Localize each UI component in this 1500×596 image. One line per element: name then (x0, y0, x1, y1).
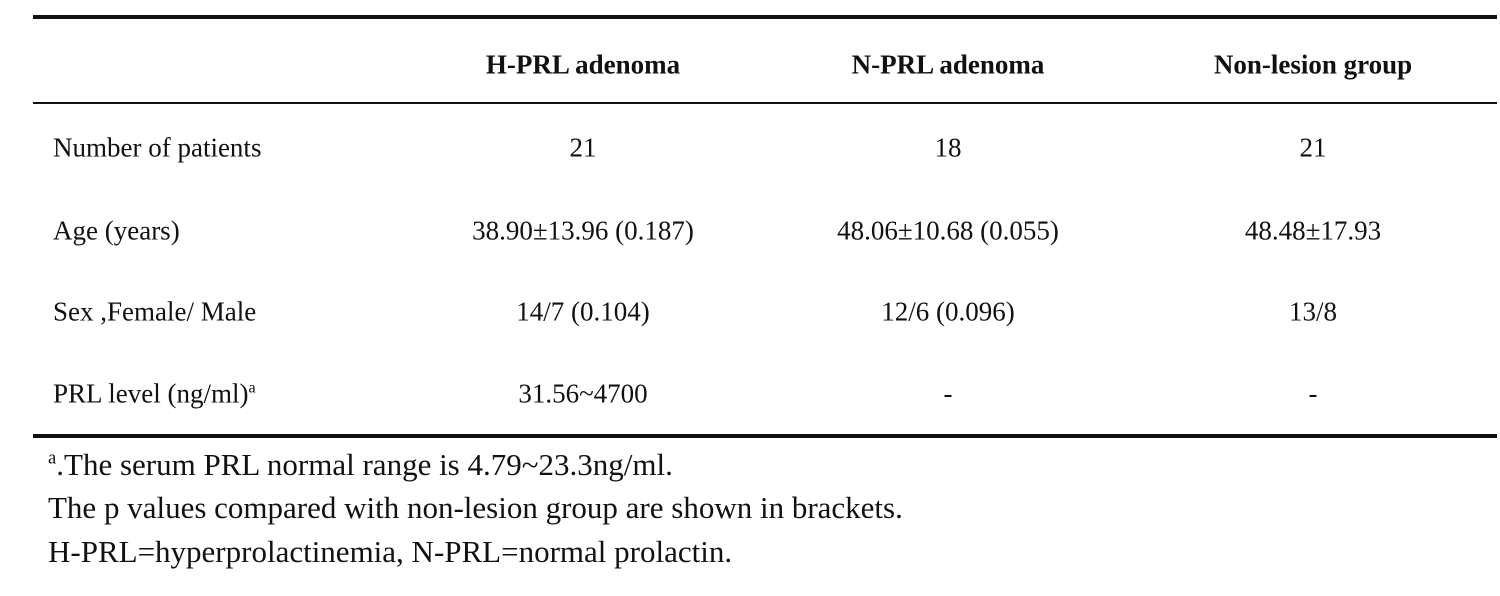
footnote: The p values compared with non-lesion gr… (48, 490, 903, 526)
footnote-superscript: a (48, 447, 57, 469)
footnote-text: The p values compared with non-lesion gr… (48, 490, 903, 525)
footnote-text: H-PRL=hyperprolactinemia, N-PRL=normal p… (48, 534, 733, 569)
table-cell: 21 (569, 132, 597, 163)
row-label-superscript: a (248, 378, 256, 397)
row-label: Age (years) (53, 216, 180, 247)
table-cell: 48.48±17.93 (1244, 215, 1382, 246)
row-label-text: PRL level (ng/ml) (53, 378, 249, 409)
row-label-text: Sex ,Female/ Male (53, 296, 257, 327)
table-cell: 13/8 (1288, 296, 1338, 327)
row-label: Sex ,Female/ Male (53, 297, 256, 328)
column-header: N-PRL adenoma (851, 49, 1045, 80)
table-cell: 18 (934, 132, 962, 163)
row-label-text: Number of patients (53, 132, 262, 163)
table-cell: 21 (1299, 132, 1327, 163)
header-rule (33, 102, 1497, 104)
top-rule (33, 15, 1497, 19)
bottom-rule (33, 434, 1497, 438)
column-header: Non-lesion group (1213, 49, 1413, 80)
table-cell: 12/6 (0.096) (881, 296, 1015, 327)
table-cell: 14/7 (0.104) (516, 296, 650, 327)
row-label: Number of patients (53, 133, 261, 164)
column-header: H-PRL adenoma (485, 49, 681, 80)
table-cell: 31.56~4700 (518, 378, 648, 409)
table-cell: 48.06±10.68 (0.055) (837, 215, 1059, 246)
row-label-text: Age (years) (53, 215, 180, 246)
table-cell: - (1308, 378, 1318, 409)
table-cell: - (943, 378, 953, 409)
table-cell: 38.90±13.96 (0.187) (472, 215, 694, 246)
footnote: a.The serum PRL normal range is 4.79~23.… (48, 447, 673, 483)
footnote-text: .The serum PRL normal range is 4.79~23.3… (56, 447, 673, 482)
row-label: PRL level (ng/ml)a (53, 379, 256, 410)
footnote: H-PRL=hyperprolactinemia, N-PRL=normal p… (48, 534, 732, 570)
